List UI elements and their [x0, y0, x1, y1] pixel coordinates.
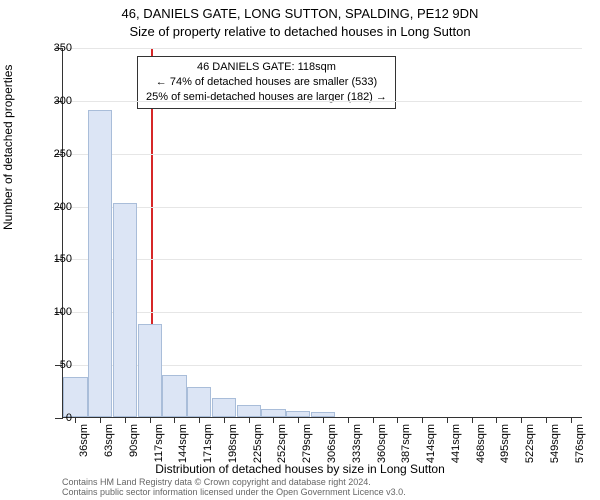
x-tick-label: 90sqm — [128, 424, 140, 470]
histogram-bar — [187, 387, 211, 417]
y-tick-label: 150 — [32, 253, 72, 265]
chart-title-line1: 46, DANIELS GATE, LONG SUTTON, SPALDING,… — [0, 6, 600, 21]
y-axis-label: Number of detached properties — [1, 65, 15, 230]
y-tick-label: 0 — [32, 412, 72, 424]
x-tick — [397, 417, 398, 423]
x-tick-label: 360sqm — [376, 424, 388, 470]
x-tick — [373, 417, 374, 423]
plot-area: 46 DANIELS GATE: 118sqm ← 74% of detache… — [62, 48, 582, 418]
x-tick — [273, 417, 274, 423]
x-tick — [422, 417, 423, 423]
footer-text: Contains HM Land Registry data © Crown c… — [62, 478, 406, 498]
x-tick-label: 171sqm — [202, 424, 214, 470]
x-tick-label: 387sqm — [400, 424, 412, 470]
footer-line-2: Contains public sector information licen… — [62, 488, 406, 498]
x-tick — [348, 417, 349, 423]
x-tick — [521, 417, 522, 423]
histogram-bar — [237, 405, 261, 417]
x-tick-label: 252sqm — [276, 424, 288, 470]
annotation-line-3: 25% of semi-detached houses are larger (… — [146, 90, 387, 105]
x-tick — [496, 417, 497, 423]
x-tick — [546, 417, 547, 423]
x-tick — [150, 417, 151, 423]
x-tick-label: 117sqm — [153, 424, 165, 470]
x-tick-label: 414sqm — [425, 424, 437, 470]
y-tick-label: 50 — [32, 359, 72, 371]
x-tick-label: 306sqm — [326, 424, 338, 470]
x-tick-label: 468sqm — [475, 424, 487, 470]
histogram-bar — [261, 409, 285, 417]
x-tick-label: 333sqm — [351, 424, 363, 470]
x-tick — [571, 417, 572, 423]
x-tick — [125, 417, 126, 423]
x-tick — [447, 417, 448, 423]
y-gridline — [63, 207, 582, 208]
chart-container: 46, DANIELS GATE, LONG SUTTON, SPALDING,… — [0, 0, 600, 500]
x-tick — [100, 417, 101, 423]
x-tick — [199, 417, 200, 423]
x-tick-label: 63sqm — [103, 424, 115, 470]
x-tick-label: 495sqm — [499, 424, 511, 470]
annotation-line-1: 46 DANIELS GATE: 118sqm — [146, 60, 387, 75]
x-tick-label: 441sqm — [450, 424, 462, 470]
x-tick — [224, 417, 225, 423]
x-tick-label: 279sqm — [301, 424, 313, 470]
y-tick-label: 350 — [32, 42, 72, 54]
annotation-line-2: ← 74% of detached houses are smaller (53… — [146, 75, 387, 90]
x-tick-label: 225sqm — [252, 424, 264, 470]
x-tick — [472, 417, 473, 423]
x-tick-label: 522sqm — [524, 424, 536, 470]
histogram-bar — [138, 324, 162, 417]
y-tick-label: 250 — [32, 148, 72, 160]
x-tick — [323, 417, 324, 423]
y-gridline — [63, 48, 582, 49]
y-gridline — [63, 312, 582, 313]
x-tick-label: 36sqm — [78, 424, 90, 470]
y-gridline — [63, 259, 582, 260]
histogram-bar — [162, 375, 186, 417]
histogram-bar — [63, 377, 87, 417]
x-tick — [249, 417, 250, 423]
y-tick-label: 200 — [32, 201, 72, 213]
x-tick-label: 549sqm — [549, 424, 561, 470]
histogram-bar — [212, 398, 236, 417]
y-gridline — [63, 101, 582, 102]
x-tick — [298, 417, 299, 423]
x-tick — [174, 417, 175, 423]
chart-title-line2: Size of property relative to detached ho… — [0, 24, 600, 39]
x-tick-label: 144sqm — [177, 424, 189, 470]
x-tick-label: 198sqm — [227, 424, 239, 470]
histogram-bar — [88, 110, 112, 417]
y-tick-label: 300 — [32, 95, 72, 107]
x-tick — [75, 417, 76, 423]
histogram-bar — [113, 203, 137, 417]
x-tick-label: 576sqm — [574, 424, 586, 470]
y-gridline — [63, 154, 582, 155]
y-tick-label: 100 — [32, 306, 72, 318]
